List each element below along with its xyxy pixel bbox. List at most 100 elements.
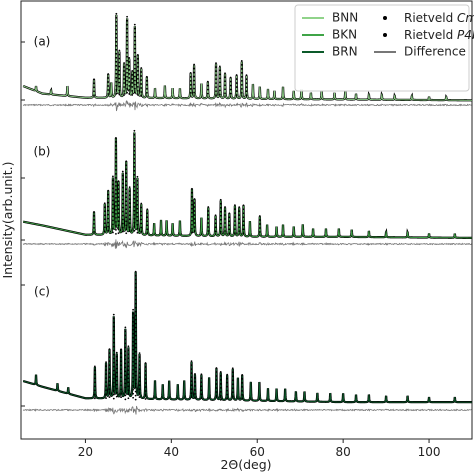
rietveld-point	[93, 211, 95, 213]
rietveld-point	[127, 389, 130, 392]
rietveld-point	[224, 72, 226, 75]
rietveld-point	[242, 232, 245, 235]
legend-marker	[383, 16, 387, 20]
rietveld-point	[145, 83, 148, 86]
rietveld-point	[136, 231, 139, 234]
panel-1: (b)	[21, 129, 472, 249]
rietveld-point	[234, 228, 236, 230]
rietveld-point	[229, 84, 232, 87]
rietveld-point	[138, 360, 141, 363]
rietveld-point	[136, 93, 139, 96]
rietveld-point	[231, 375, 234, 378]
rietveld-point	[132, 308, 135, 311]
rietveld-point	[226, 373, 229, 376]
rietveld-point	[108, 348, 111, 351]
rietveld-point	[207, 222, 210, 224]
rietveld-point	[191, 195, 193, 198]
rietveld-point	[215, 70, 217, 72]
fit-brn	[23, 271, 472, 403]
rietveld-point	[215, 371, 218, 373]
rietveld-point	[105, 373, 107, 376]
rietveld-point	[93, 78, 95, 81]
rietveld-point	[107, 197, 110, 200]
rietveld-point	[134, 322, 137, 325]
rietveld-point	[117, 200, 120, 203]
rietveld-point	[242, 220, 245, 223]
rietveld-point	[125, 168, 128, 171]
rietveld-point	[133, 39, 136, 42]
rietveld-point	[231, 379, 234, 382]
rietveld-point	[112, 231, 114, 234]
rietveld-point	[224, 76, 226, 79]
rietveld-point	[112, 357, 115, 360]
rietveld-point	[231, 371, 234, 374]
rietveld-point	[131, 90, 134, 92]
rietveld-point	[115, 72, 118, 75]
rietveld-point	[207, 218, 210, 220]
rietveld-point	[191, 187, 193, 190]
rietveld-point	[191, 219, 193, 222]
rietveld-point	[115, 32, 118, 35]
rietveld-point	[133, 133, 136, 136]
rietveld-point	[125, 164, 128, 167]
rietveld-point	[136, 207, 139, 210]
rietveld-point	[115, 40, 118, 43]
rietveld-point	[128, 186, 131, 189]
rietveld-point	[245, 86, 248, 89]
rietveld-point	[115, 148, 117, 151]
rietveld-point	[134, 314, 137, 317]
rietveld-point	[124, 358, 127, 361]
rietveld-point	[133, 35, 136, 38]
rietveld-point	[105, 381, 107, 384]
rietveld-point	[193, 218, 196, 220]
rietveld-point	[242, 216, 245, 219]
rietveld-point	[117, 216, 120, 219]
rietveld-point	[245, 74, 248, 77]
rietveld-point	[124, 350, 127, 353]
rietveld-point	[120, 384, 122, 387]
rietveld-point	[193, 230, 196, 232]
rietveld-point	[136, 65, 139, 68]
rietveld-point	[228, 224, 231, 227]
rietveld-point	[123, 70, 125, 72]
rietveld-point	[140, 67, 143, 69]
rietveld-point	[107, 81, 110, 83]
rietveld-point	[134, 382, 137, 385]
rietveld-point	[194, 381, 196, 383]
rietveld-point	[115, 136, 117, 139]
rietveld-point	[234, 232, 236, 234]
rietveld-point	[193, 91, 196, 94]
rietveld-point	[258, 223, 261, 225]
rietveld-point	[120, 372, 122, 375]
rietveld-point	[215, 395, 218, 397]
rietveld-point	[118, 73, 121, 76]
rietveld-point	[258, 227, 261, 229]
rietveld-point	[125, 200, 128, 203]
rietveld-point	[128, 57, 131, 59]
rietveld-point	[190, 364, 193, 367]
rietveld-point	[125, 220, 128, 223]
rietveld-point	[93, 82, 95, 85]
rietveld-point	[140, 95, 143, 97]
rietveld-point	[127, 361, 130, 364]
rietveld-point	[112, 175, 114, 178]
rietveld-point	[240, 75, 243, 78]
rietveld-point	[193, 63, 196, 66]
rietveld-point	[240, 67, 243, 70]
rietveld-point	[219, 210, 222, 213]
rietveld-point	[107, 85, 110, 87]
rietveld-point	[115, 200, 117, 203]
rietveld-point	[115, 48, 118, 51]
rietveld-point	[132, 336, 135, 339]
rietveld-point	[112, 389, 115, 392]
rietveld-point	[108, 352, 111, 355]
rietveld-point	[105, 369, 107, 372]
rietveld-point	[125, 208, 128, 211]
rietveld-point	[133, 137, 136, 140]
rietveld-point	[108, 372, 111, 375]
rietveld-point	[117, 212, 120, 215]
rietveld-point	[128, 218, 131, 221]
rietveld-point	[226, 385, 229, 388]
rietveld-point	[194, 385, 196, 387]
rietveld-point	[191, 215, 193, 218]
